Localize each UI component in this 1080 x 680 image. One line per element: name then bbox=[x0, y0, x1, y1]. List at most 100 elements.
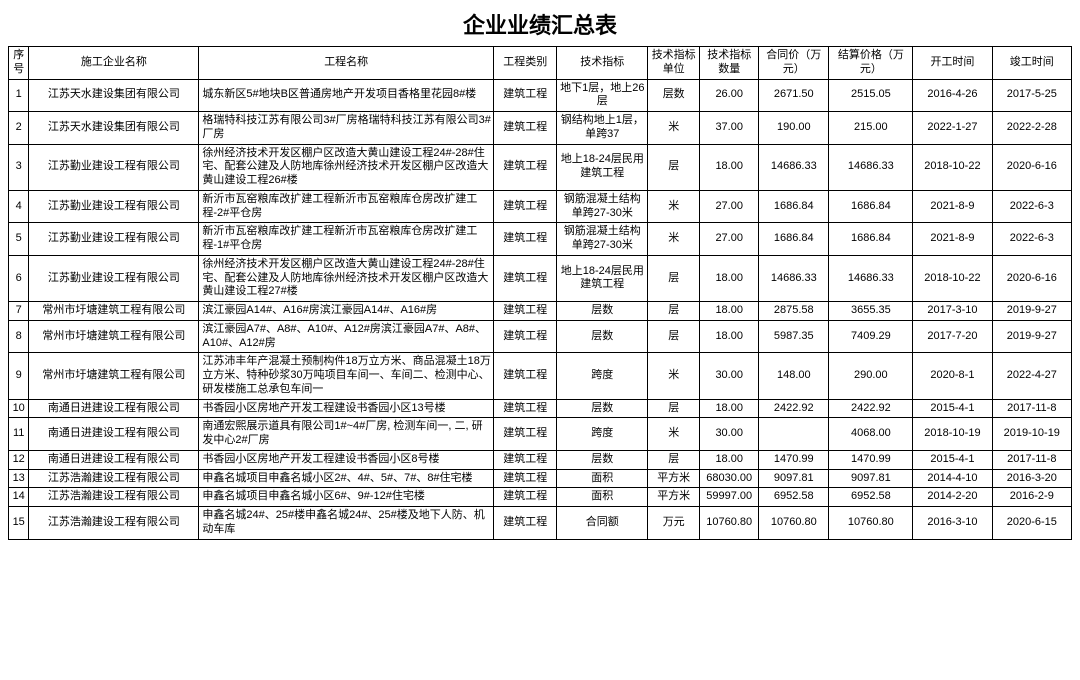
table-row: 14江苏浩瀚建设工程有限公司申鑫名城项目申鑫名城小区6#、9#-12#住宅楼建筑… bbox=[9, 488, 1072, 507]
cell-contract bbox=[759, 418, 829, 451]
cell-end: 2017-11-8 bbox=[992, 399, 1071, 418]
cell-qty: 18.00 bbox=[700, 399, 759, 418]
cell-end: 2020-6-15 bbox=[992, 507, 1071, 540]
cell-enterprise: 江苏天水建设集团有限公司 bbox=[29, 112, 199, 145]
cell-indicator: 地上18-24层民用建筑工程 bbox=[557, 255, 648, 301]
cell-unit: 层 bbox=[648, 302, 700, 321]
cell-indicator: 合同额 bbox=[557, 507, 648, 540]
cell-project: 申鑫名城项目申鑫名城小区6#、9#-12#住宅楼 bbox=[199, 488, 494, 507]
cell-settlement: 7409.29 bbox=[829, 320, 913, 353]
cell-enterprise: 常州市圩塘建筑工程有限公司 bbox=[29, 353, 199, 399]
table-row: 9常州市圩塘建筑工程有限公司江苏沛丰年产混凝土预制构件18万立方米、商品混凝土1… bbox=[9, 353, 1072, 399]
cell-contract: 1686.84 bbox=[759, 223, 829, 256]
cell-unit: 层数 bbox=[648, 79, 700, 112]
cell-start: 2021-8-9 bbox=[913, 223, 992, 256]
col-enterprise: 施工企业名称 bbox=[29, 47, 199, 80]
cell-end: 2017-5-25 bbox=[992, 79, 1071, 112]
cell-project: 申鑫名城24#、25#楼申鑫名城24#、25#楼及地下人防、机动车库 bbox=[199, 507, 494, 540]
cell-end: 2016-3-20 bbox=[992, 469, 1071, 488]
cell-indicator: 层数 bbox=[557, 302, 648, 321]
cell-settlement: 2422.92 bbox=[829, 399, 913, 418]
cell-end: 2022-4-27 bbox=[992, 353, 1071, 399]
cell-end: 2022-2-28 bbox=[992, 112, 1071, 145]
cell-seq: 2 bbox=[9, 112, 29, 145]
cell-enterprise: 常州市圩塘建筑工程有限公司 bbox=[29, 320, 199, 353]
col-project: 工程名称 bbox=[199, 47, 494, 80]
cell-end: 2019-9-27 bbox=[992, 302, 1071, 321]
cell-enterprise: 江苏勤业建设工程有限公司 bbox=[29, 190, 199, 223]
table-body: 1江苏天水建设集团有限公司城东新区5#地块B区普通房地产开发项目香格里花园8#楼… bbox=[9, 79, 1072, 539]
cell-project: 滨江豪园A14#、A16#房滨江豪园A14#、A16#房 bbox=[199, 302, 494, 321]
table-row: 12南通日进建设工程有限公司书香园小区房地产开发工程建设书香园小区8号楼建筑工程… bbox=[9, 450, 1072, 469]
cell-start: 2014-4-10 bbox=[913, 469, 992, 488]
cell-start: 2017-3-10 bbox=[913, 302, 992, 321]
cell-seq: 6 bbox=[9, 255, 29, 301]
cell-unit: 万元 bbox=[648, 507, 700, 540]
cell-type: 建筑工程 bbox=[494, 320, 557, 353]
cell-unit: 米 bbox=[648, 190, 700, 223]
cell-contract: 2875.58 bbox=[759, 302, 829, 321]
table-row: 10南通日进建设工程有限公司书香园小区房地产开发工程建设书香园小区13号楼建筑工… bbox=[9, 399, 1072, 418]
cell-seq: 14 bbox=[9, 488, 29, 507]
table-row: 5江苏勤业建设工程有限公司新沂市瓦窑粮库改扩建工程新沂市瓦窑粮库仓房改扩建工程-… bbox=[9, 223, 1072, 256]
cell-type: 建筑工程 bbox=[494, 223, 557, 256]
cell-enterprise: 江苏浩瀚建设工程有限公司 bbox=[29, 488, 199, 507]
cell-project: 滨江豪园A7#、A8#、A10#、A12#房滨江豪园A7#、A8#、A10#、A… bbox=[199, 320, 494, 353]
cell-seq: 12 bbox=[9, 450, 29, 469]
cell-type: 建筑工程 bbox=[494, 112, 557, 145]
cell-seq: 8 bbox=[9, 320, 29, 353]
cell-type: 建筑工程 bbox=[494, 79, 557, 112]
cell-type: 建筑工程 bbox=[494, 488, 557, 507]
cell-project: 书香园小区房地产开发工程建设书香园小区8号楼 bbox=[199, 450, 494, 469]
cell-indicator: 面积 bbox=[557, 469, 648, 488]
cell-settlement: 215.00 bbox=[829, 112, 913, 145]
cell-start: 2016-3-10 bbox=[913, 507, 992, 540]
cell-contract: 10760.80 bbox=[759, 507, 829, 540]
cell-unit: 米 bbox=[648, 223, 700, 256]
performance-table: 序号 施工企业名称 工程名称 工程类别 技术指标 技术指标单位 技术指标数量 合… bbox=[8, 46, 1072, 540]
cell-contract: 2671.50 bbox=[759, 79, 829, 112]
cell-qty: 18.00 bbox=[700, 320, 759, 353]
cell-qty: 37.00 bbox=[700, 112, 759, 145]
cell-seq: 11 bbox=[9, 418, 29, 451]
cell-type: 建筑工程 bbox=[494, 255, 557, 301]
cell-unit: 平方米 bbox=[648, 469, 700, 488]
cell-unit: 米 bbox=[648, 418, 700, 451]
col-indicator: 技术指标 bbox=[557, 47, 648, 80]
cell-type: 建筑工程 bbox=[494, 450, 557, 469]
cell-start: 2020-8-1 bbox=[913, 353, 992, 399]
cell-project: 新沂市瓦窑粮库改扩建工程新沂市瓦窑粮库仓房改扩建工程-1#平仓房 bbox=[199, 223, 494, 256]
col-unit: 技术指标单位 bbox=[648, 47, 700, 80]
cell-settlement: 10760.80 bbox=[829, 507, 913, 540]
cell-settlement: 1686.84 bbox=[829, 223, 913, 256]
cell-contract: 14686.33 bbox=[759, 144, 829, 190]
cell-end: 2019-10-19 bbox=[992, 418, 1071, 451]
cell-type: 建筑工程 bbox=[494, 469, 557, 488]
cell-project: 江苏沛丰年产混凝土预制构件18万立方米、商品混凝土18万立方米、特种砂浆30万吨… bbox=[199, 353, 494, 399]
cell-unit: 米 bbox=[648, 353, 700, 399]
col-contract: 合同价（万元） bbox=[759, 47, 829, 80]
table-row: 6江苏勤业建设工程有限公司徐州经济技术开发区棚户区改造大黄山建设工程24#-28… bbox=[9, 255, 1072, 301]
col-settlement: 结算价格（万元） bbox=[829, 47, 913, 80]
cell-type: 建筑工程 bbox=[494, 144, 557, 190]
cell-project: 新沂市瓦窑粮库改扩建工程新沂市瓦窑粮库仓房改扩建工程-2#平仓房 bbox=[199, 190, 494, 223]
cell-end: 2019-9-27 bbox=[992, 320, 1071, 353]
table-header: 序号 施工企业名称 工程名称 工程类别 技术指标 技术指标单位 技术指标数量 合… bbox=[9, 47, 1072, 80]
cell-settlement: 290.00 bbox=[829, 353, 913, 399]
table-row: 4江苏勤业建设工程有限公司新沂市瓦窑粮库改扩建工程新沂市瓦窑粮库仓房改扩建工程-… bbox=[9, 190, 1072, 223]
cell-type: 建筑工程 bbox=[494, 353, 557, 399]
cell-qty: 59997.00 bbox=[700, 488, 759, 507]
table-row: 11南通日进建设工程有限公司南通宏熙展示道具有限公司1#~4#厂房, 检测车间一… bbox=[9, 418, 1072, 451]
cell-end: 2016-2-9 bbox=[992, 488, 1071, 507]
cell-settlement: 3655.35 bbox=[829, 302, 913, 321]
cell-unit: 米 bbox=[648, 112, 700, 145]
cell-end: 2017-11-8 bbox=[992, 450, 1071, 469]
cell-seq: 15 bbox=[9, 507, 29, 540]
cell-qty: 26.00 bbox=[700, 79, 759, 112]
cell-indicator: 跨度 bbox=[557, 418, 648, 451]
cell-enterprise: 南通日进建设工程有限公司 bbox=[29, 418, 199, 451]
cell-enterprise: 江苏勤业建设工程有限公司 bbox=[29, 255, 199, 301]
cell-indicator: 面积 bbox=[557, 488, 648, 507]
col-type: 工程类别 bbox=[494, 47, 557, 80]
table-row: 13江苏浩瀚建设工程有限公司申鑫名城项目申鑫名城小区2#、4#、5#、7#、8#… bbox=[9, 469, 1072, 488]
